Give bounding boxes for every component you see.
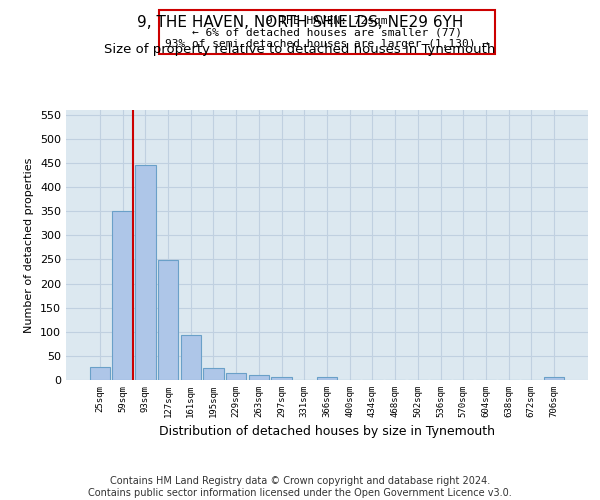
Bar xyxy=(112,211,133,380)
Text: 9 THE HAVEN: 72sqm
← 6% of detached houses are smaller (77)
93% of semi-detached: 9 THE HAVEN: 72sqm ← 6% of detached hous… xyxy=(165,16,489,48)
Text: 9, THE HAVEN, NORTH SHIELDS, NE29 6YH: 9, THE HAVEN, NORTH SHIELDS, NE29 6YH xyxy=(137,15,463,30)
Y-axis label: Number of detached properties: Number of detached properties xyxy=(25,158,34,332)
Bar xyxy=(181,335,201,380)
Bar xyxy=(317,377,337,380)
Bar xyxy=(135,166,155,380)
Text: Size of property relative to detached houses in Tynemouth: Size of property relative to detached ho… xyxy=(104,42,496,56)
Bar xyxy=(544,377,564,380)
Bar xyxy=(158,260,178,380)
X-axis label: Distribution of detached houses by size in Tynemouth: Distribution of detached houses by size … xyxy=(159,426,495,438)
Bar xyxy=(248,374,269,380)
Bar xyxy=(271,376,292,380)
Bar xyxy=(203,368,224,380)
Bar xyxy=(90,366,110,380)
Text: Contains HM Land Registry data © Crown copyright and database right 2024.
Contai: Contains HM Land Registry data © Crown c… xyxy=(88,476,512,498)
Bar xyxy=(226,373,247,380)
